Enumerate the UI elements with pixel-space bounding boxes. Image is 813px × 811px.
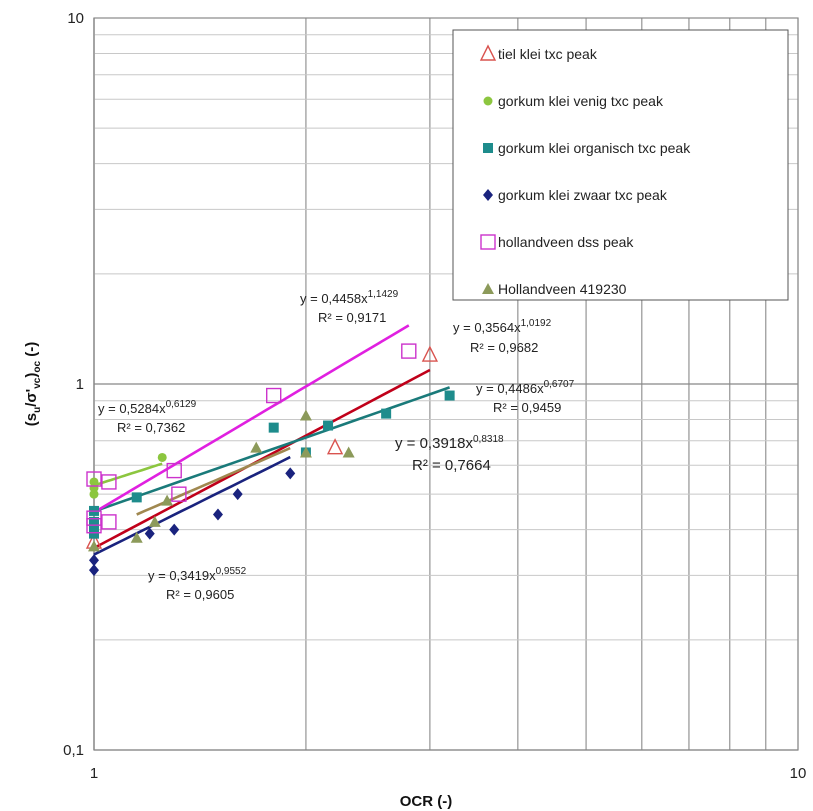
equation-label-gorkum-venig: y = 0,5284x0,6129 R² = 0,7362: [98, 399, 197, 435]
legend-item: gorkum klei organisch txc peak: [483, 140, 691, 156]
data-point: [148, 515, 161, 527]
legend: tiel klei txc peak gorkum klei venig txc …: [452, 29, 789, 301]
data-point: [171, 486, 187, 502]
equation-text: y = 0,3564x1,0192: [453, 318, 552, 335]
legend-label: tiel klei txc peak: [498, 46, 598, 62]
data-point: [268, 422, 279, 433]
data-point: [86, 471, 102, 487]
data-point: [401, 343, 417, 359]
data-point: [266, 387, 282, 404]
legend-label: hollandveen dss peak: [498, 234, 634, 250]
r2-text: R² = 0,9605: [166, 587, 234, 602]
data-point: [101, 514, 117, 530]
data-point: [299, 409, 312, 421]
data-point: [444, 390, 455, 401]
legend-marker: [482, 283, 494, 294]
equation-label-tiel-klei: y = 0,3564x1,0192 R² = 0,9682: [453, 318, 552, 355]
data-point: [89, 489, 99, 499]
legend-label: gorkum klei venig txc peak: [498, 93, 664, 109]
data-point: [161, 494, 174, 506]
r2-text: R² = 0,9459: [493, 400, 561, 415]
data-point: [89, 516, 99, 527]
data-point: [285, 467, 296, 480]
legend-item: tiel klei txc peak: [479, 44, 598, 62]
equation-text: y = 0,5284x0,6129: [98, 399, 197, 416]
legend-item: gorkum klei zwaar txc peak: [483, 187, 668, 203]
data-point: [89, 564, 99, 577]
legend-marker: [483, 143, 493, 153]
y-tick-label: 0,1: [63, 742, 84, 759]
data-point: [166, 462, 182, 479]
data-point: [323, 420, 334, 431]
data-point: [169, 523, 180, 536]
legend-box: [452, 29, 789, 301]
y-tick-label: 10: [67, 10, 84, 27]
data-point: [89, 554, 99, 567]
data-point: [89, 483, 99, 493]
data-points: [85, 343, 455, 577]
x-tick-label: 10: [790, 765, 807, 782]
data-point: [101, 474, 117, 490]
equation-text: y = 0,3918x0,8318: [395, 434, 504, 452]
data-point: [232, 488, 243, 501]
data-point: [212, 508, 223, 521]
data-point: [421, 345, 439, 362]
legend-item: Hollandveen 419230: [482, 281, 627, 297]
equation-label-hollandveen-dss: y = 0,4458x1,1429 R² = 0,9171: [300, 289, 399, 325]
legend-label: gorkum klei organisch txc peak: [498, 140, 691, 156]
data-point: [342, 446, 355, 458]
trend-line: [93, 462, 163, 487]
x-axis-title: OCR (-): [400, 793, 453, 810]
data-point: [131, 492, 142, 503]
data-point: [89, 528, 99, 539]
r2-text: R² = 0,7362: [117, 420, 185, 435]
data-point: [157, 452, 167, 462]
equation-text: y = 0,3419x0,9552: [148, 566, 247, 583]
legend-item: hollandveen dss peak: [480, 234, 634, 250]
plot-area-frame: [93, 17, 799, 751]
equation-label-hollandveen-419230: y = 0,3918x0,8318 R² = 0,7664: [395, 434, 504, 474]
data-point: [144, 527, 155, 540]
trend-lines: [93, 324, 451, 556]
equation-label-gorkum-zwaar: y = 0,3419x0,9552 R² = 0,9605: [148, 566, 247, 602]
y-tick-label: 1: [76, 376, 84, 393]
trend-line: [93, 386, 451, 513]
trend-line: [93, 324, 410, 514]
legend-marker: [480, 234, 496, 250]
data-point: [88, 540, 100, 552]
data-point: [86, 518, 102, 534]
legend-label: Hollandveen 419230: [498, 281, 627, 297]
legend-marker: [483, 189, 493, 201]
r2-text: R² = 0,9682: [470, 340, 538, 355]
legend-marker: [483, 96, 493, 106]
legend-item: gorkum klei venig txc peak: [483, 93, 664, 109]
tick-labels: 1 10 0,1 1 10: [63, 10, 806, 782]
equation-text: y = 0,4458x1,1429: [300, 289, 399, 306]
r2-text: R² = 0,7664: [412, 457, 491, 474]
data-point: [130, 531, 143, 543]
y-axis-title: (su/σ'vc)oc (-): [23, 342, 43, 426]
r2-text: R² = 0,9171: [318, 310, 386, 325]
x-tick-label: 1: [90, 765, 98, 782]
data-point: [381, 408, 392, 419]
equation-text: y = 0,4486x0,6707: [476, 379, 575, 396]
equation-label-gorkum-organisch: y = 0,4486x0,6707 R² = 0,9459: [476, 379, 575, 415]
legend-label: gorkum klei zwaar txc peak: [498, 187, 668, 203]
data-point: [299, 446, 312, 458]
data-point: [250, 441, 263, 453]
trend-line: [93, 455, 291, 556]
legend-marker: [479, 44, 497, 61]
data-point: [326, 438, 344, 455]
